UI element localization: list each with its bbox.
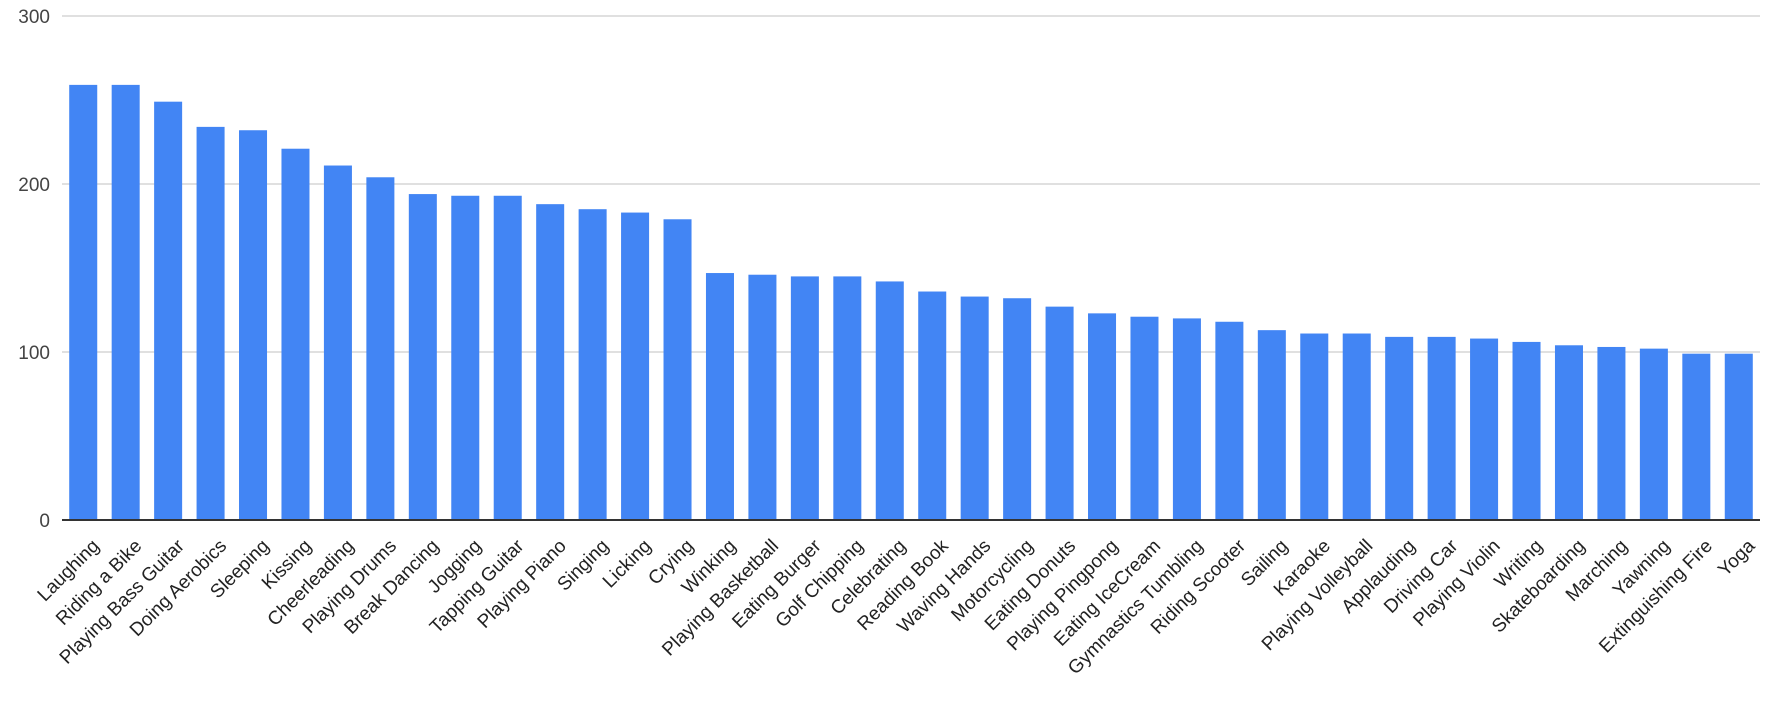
x-category-label: Yoga (1714, 535, 1759, 580)
y-tick-label: 200 (18, 175, 50, 196)
bar (1724, 353, 1753, 520)
y-tick-label: 300 (18, 7, 50, 28)
bar (875, 281, 904, 520)
bar (1470, 338, 1499, 520)
bar (790, 276, 819, 520)
bar (239, 130, 268, 521)
bar (111, 84, 140, 520)
bar (621, 212, 650, 520)
bar (960, 296, 989, 520)
bar (578, 209, 607, 520)
bar (323, 165, 352, 520)
bar (536, 204, 565, 520)
bar (1682, 353, 1711, 520)
bar (1512, 341, 1541, 520)
bar (281, 148, 310, 520)
bar (1300, 333, 1329, 520)
bar (663, 219, 692, 520)
x-category-label: Licking (599, 536, 656, 593)
bar (1554, 345, 1583, 520)
bar (1130, 316, 1159, 520)
bar (493, 195, 522, 520)
bar (154, 101, 183, 521)
bar (1172, 318, 1201, 520)
bar (748, 274, 777, 520)
bar (1342, 333, 1371, 520)
bar (1215, 321, 1244, 520)
gridlines (62, 15, 1760, 353)
bar (1045, 306, 1074, 520)
y-tick-label: 0 (39, 511, 50, 532)
bar (1597, 346, 1626, 520)
bar (918, 291, 947, 520)
bar (1639, 348, 1668, 520)
bar (366, 177, 395, 520)
bar (196, 126, 225, 520)
bar (1385, 336, 1414, 520)
bar (1088, 313, 1117, 520)
bar (1257, 330, 1286, 520)
y-tick-label: 100 (18, 343, 50, 364)
bar (705, 273, 734, 520)
bar (408, 194, 437, 520)
bar (451, 195, 480, 520)
bar (1427, 336, 1456, 520)
bar (69, 84, 98, 520)
bar (1003, 298, 1032, 520)
bar (833, 276, 862, 520)
bars (69, 84, 1753, 521)
y-axis-ticks: 0 100 200 300 (18, 7, 50, 532)
